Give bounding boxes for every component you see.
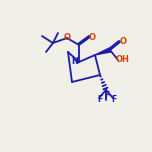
Text: F: F bbox=[97, 95, 103, 104]
Text: O: O bbox=[119, 36, 126, 45]
Text: N: N bbox=[71, 57, 78, 67]
Text: O: O bbox=[64, 33, 71, 41]
Text: O: O bbox=[88, 33, 95, 41]
Polygon shape bbox=[95, 48, 111, 55]
Text: F: F bbox=[104, 91, 110, 100]
Text: F: F bbox=[111, 95, 117, 104]
Text: OH: OH bbox=[116, 55, 130, 64]
